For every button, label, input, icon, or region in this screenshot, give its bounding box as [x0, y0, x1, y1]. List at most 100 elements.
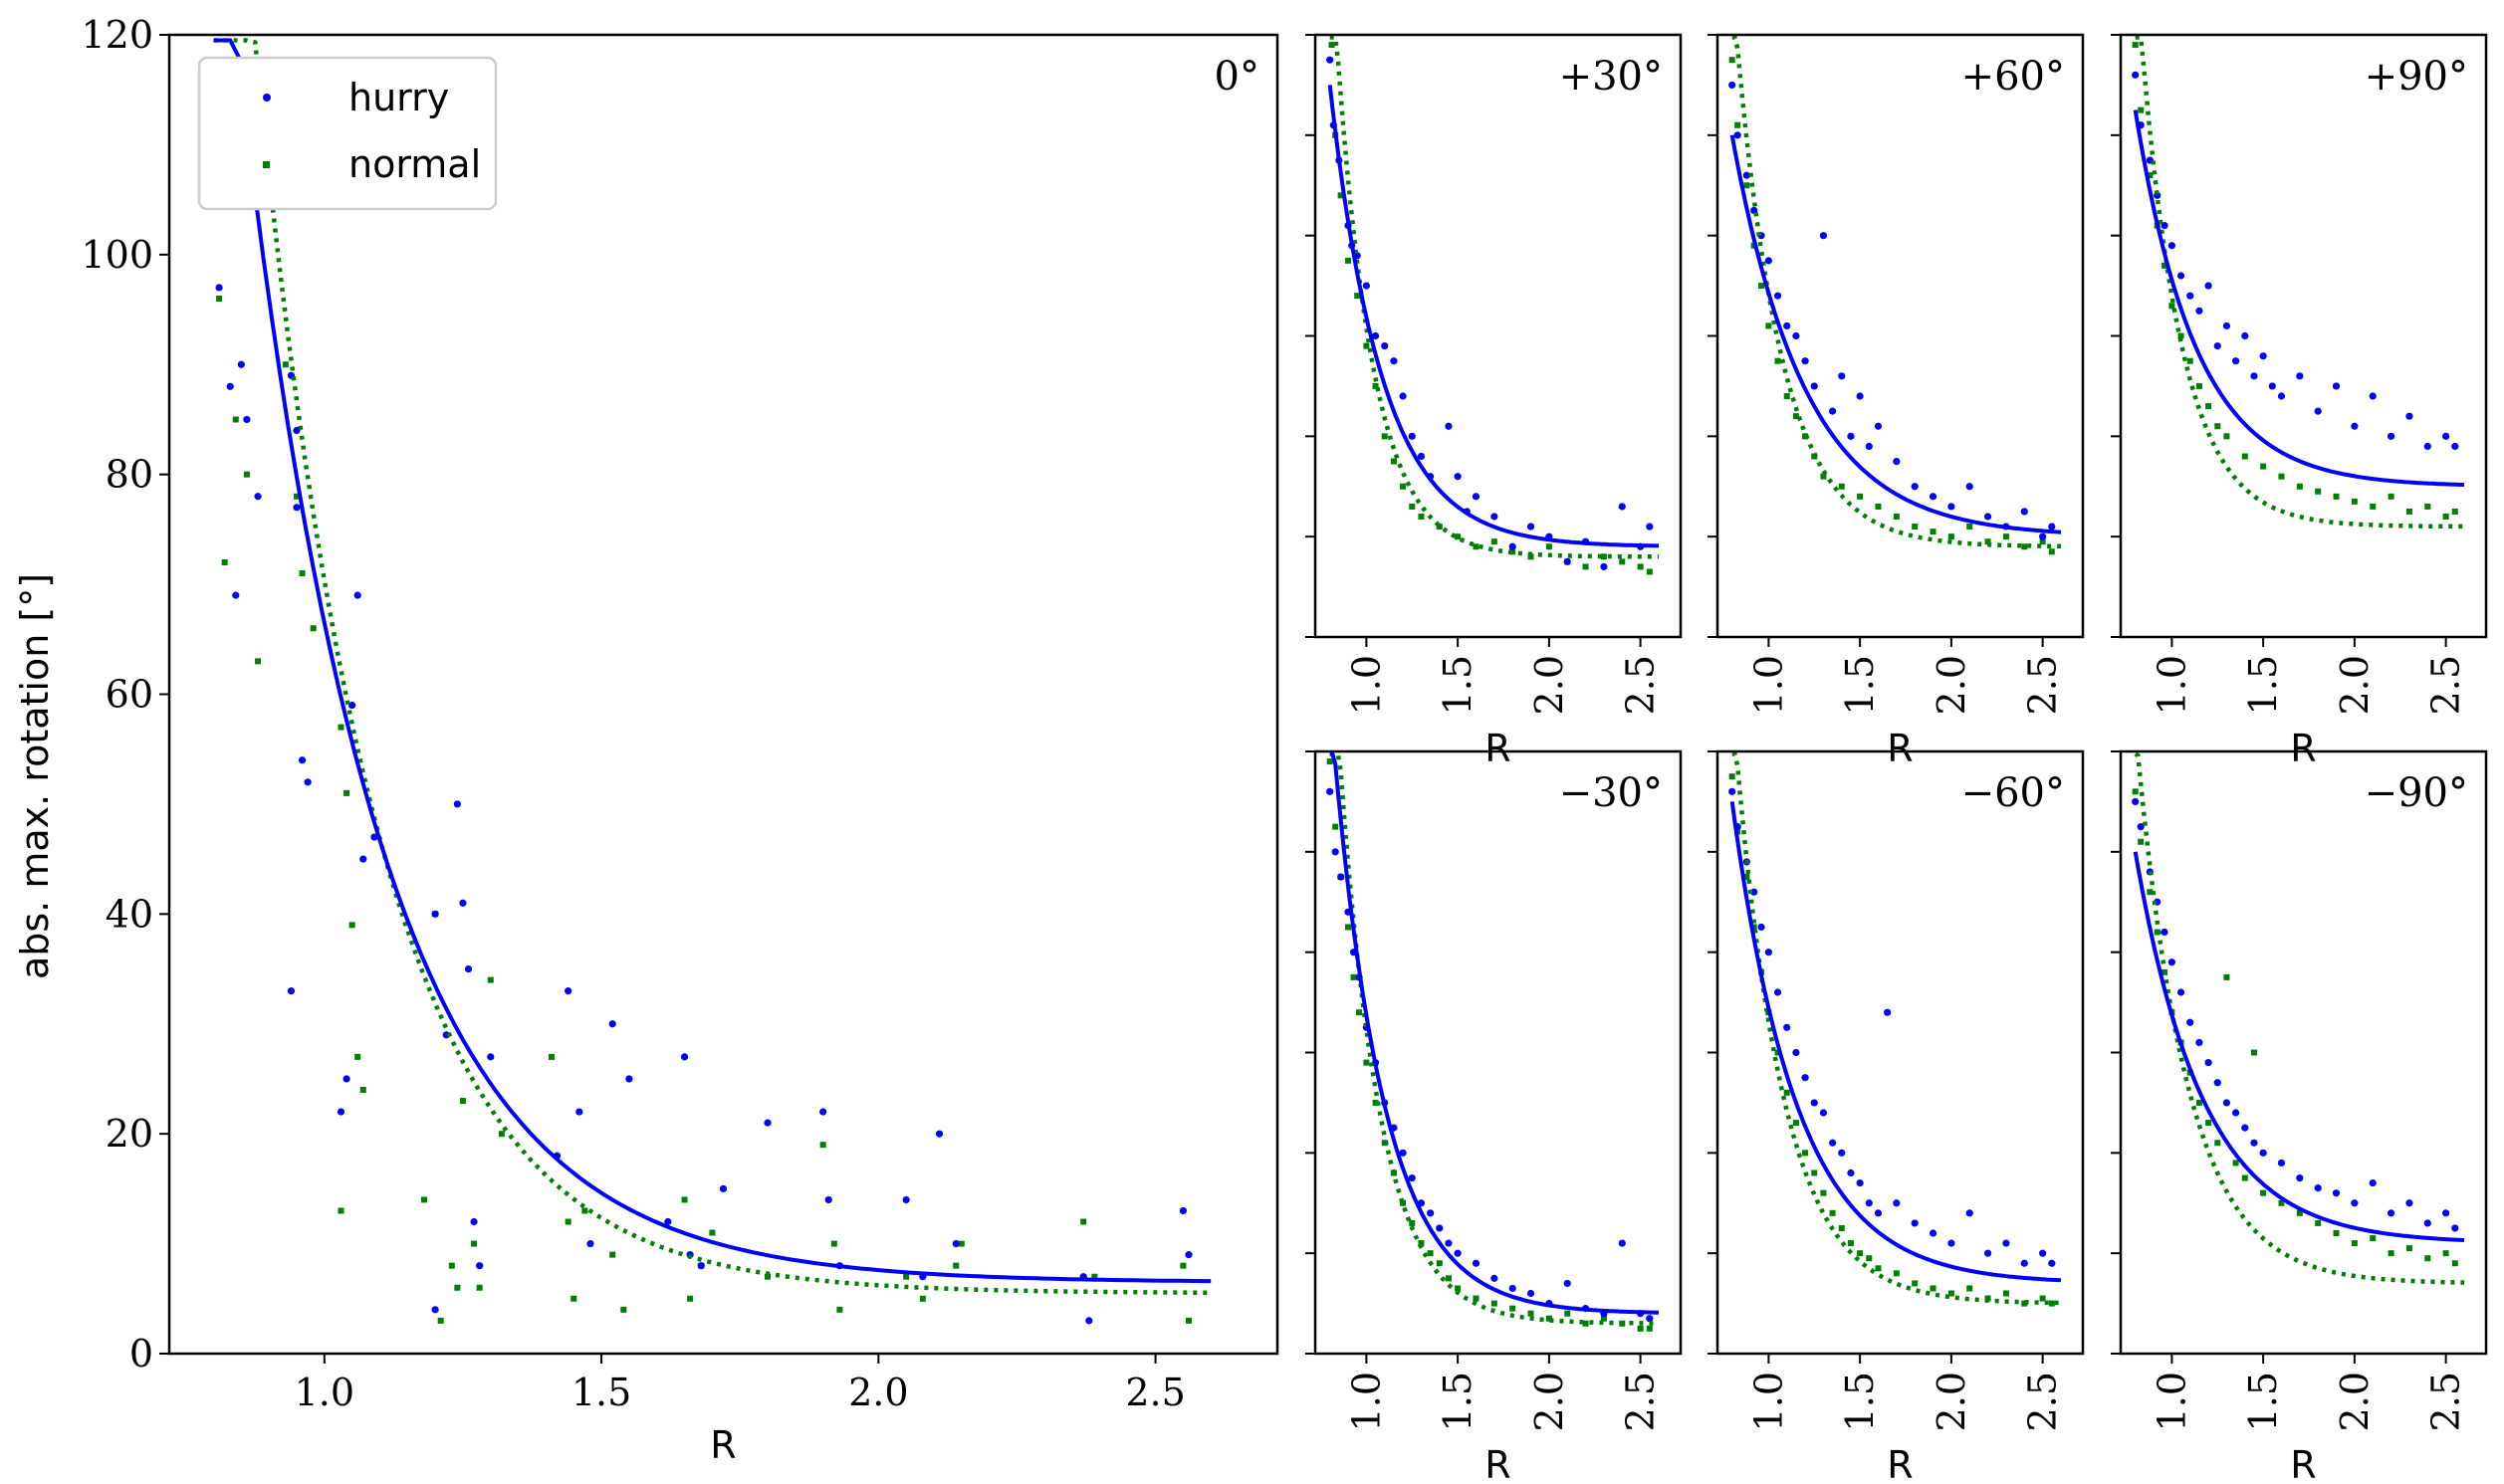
normal-point [1409, 1219, 1416, 1226]
normal-point [1455, 1285, 1462, 1292]
panel-1: 1.0 1.5 2.0 2.5 R +30° [1305, 33, 1683, 770]
hurry-point [1600, 562, 1608, 571]
hurry-point [348, 701, 356, 710]
normal-point [338, 724, 344, 731]
normal-point [2333, 1230, 2340, 1236]
normal-point [1783, 393, 1790, 399]
hurry-point [1773, 988, 1782, 996]
hurry-point [2195, 1038, 2203, 1047]
y-tick-label: 120 [81, 13, 153, 57]
panel-title: −90° [2365, 770, 2468, 816]
hurry-point [1810, 382, 1818, 390]
hurry-point [2039, 532, 2047, 540]
normal-point [1400, 1199, 1407, 1206]
hurry-point [2451, 1224, 2459, 1232]
hurry-point [575, 1108, 583, 1116]
normal-point [2296, 483, 2303, 490]
hurry-point [2241, 331, 2249, 340]
hurry-point [1646, 1315, 1654, 1323]
hurry-point [680, 1053, 689, 1061]
normal-point [2021, 543, 2028, 550]
x-tick-label: 1.5 [2241, 1372, 2285, 1431]
hurry-point [935, 1130, 944, 1138]
y-tick-label: 60 [106, 673, 153, 717]
normal-point [830, 1240, 837, 1247]
normal-point [1838, 1224, 1845, 1231]
normal-point [1490, 538, 1497, 545]
normal-point [2039, 1295, 2046, 1302]
normal-point [448, 1262, 455, 1269]
hurry-point [2296, 372, 2304, 380]
hurry-point [2259, 1149, 2267, 1157]
normal-point [1947, 1290, 1954, 1297]
normal-point [293, 493, 300, 500]
hurry-point [1838, 372, 1846, 380]
hurry-point [1331, 848, 1339, 856]
x-tick-label: 2.0 [1930, 655, 1973, 715]
normal-point [1619, 558, 1626, 565]
normal-point [1774, 1049, 1781, 1056]
normal-point [2021, 1300, 2028, 1307]
normal-point [1337, 192, 1344, 199]
normal-point [1930, 529, 1936, 535]
x-tick-label: 1.0 [1746, 655, 1790, 715]
normal-point [2351, 498, 2358, 505]
hurry-point [1085, 1317, 1093, 1325]
hurry-point [1526, 523, 1535, 530]
normal-point [1811, 1169, 1818, 1176]
x-tick-label: 1.5 [1436, 1372, 1480, 1431]
normal-point [476, 1284, 483, 1291]
normal-point [310, 625, 317, 632]
normal-point [709, 1229, 716, 1236]
hurry-point [2161, 221, 2168, 230]
hurry-point [1750, 206, 1758, 215]
hurry-point [1390, 357, 1398, 365]
hurry-point [2137, 823, 2145, 831]
hurry-point [1563, 557, 1571, 565]
hurry-point [1427, 1209, 1435, 1217]
x-axis-label: R [2290, 1443, 2316, 1484]
hurry-point [1733, 131, 1741, 139]
normal-point [958, 1240, 965, 1247]
hurry-point [2451, 442, 2459, 451]
normal-point [1354, 293, 1361, 300]
hurry-point [2277, 1159, 2286, 1167]
hurry-point [215, 284, 223, 292]
hurry-point [664, 1217, 672, 1226]
normal-point [348, 922, 355, 929]
normal-point [1564, 1310, 1571, 1317]
normal-point [2451, 1260, 2458, 1267]
normal-fit-line [1731, 751, 2061, 1306]
normal-point [681, 1196, 688, 1203]
hurry-point [1847, 1168, 1855, 1177]
hurry-point [2405, 412, 2413, 420]
hurry-point [1326, 787, 1334, 795]
normal-point [1455, 533, 1462, 540]
panel-2: 1.0 1.5 2.0 2.5 R +60° [1707, 33, 2085, 770]
normal-point [1350, 973, 1357, 980]
hurry-point [1618, 1239, 1626, 1247]
hurry-point [1526, 1289, 1535, 1298]
hurry-point [1764, 257, 1772, 265]
hurry-point [1783, 1023, 1791, 1031]
normal-point [1363, 342, 1370, 349]
hurry-point [1764, 949, 1772, 956]
hurry-point [2186, 292, 2194, 300]
normal-point [343, 789, 350, 796]
hurry-point [2250, 372, 2258, 380]
x-tick-label: 2.5 [2021, 1372, 2065, 1431]
hurry-point [2296, 1173, 2304, 1182]
normal-point [565, 1218, 571, 1225]
normal-point [459, 1098, 466, 1105]
hurry-point [2259, 352, 2267, 360]
x-tick-label: 2.0 [1527, 1372, 1571, 1431]
hurry-point [359, 855, 367, 863]
normal-point [1758, 283, 1765, 290]
x-tick-label: 1.5 [1436, 655, 1480, 715]
hurry-point [2314, 1184, 2322, 1192]
normal-point [1743, 182, 1750, 189]
hurry-point [2020, 508, 2028, 516]
normal-point [2195, 1099, 2202, 1106]
normal-point [299, 570, 306, 577]
normal-point [1356, 1009, 1363, 1016]
